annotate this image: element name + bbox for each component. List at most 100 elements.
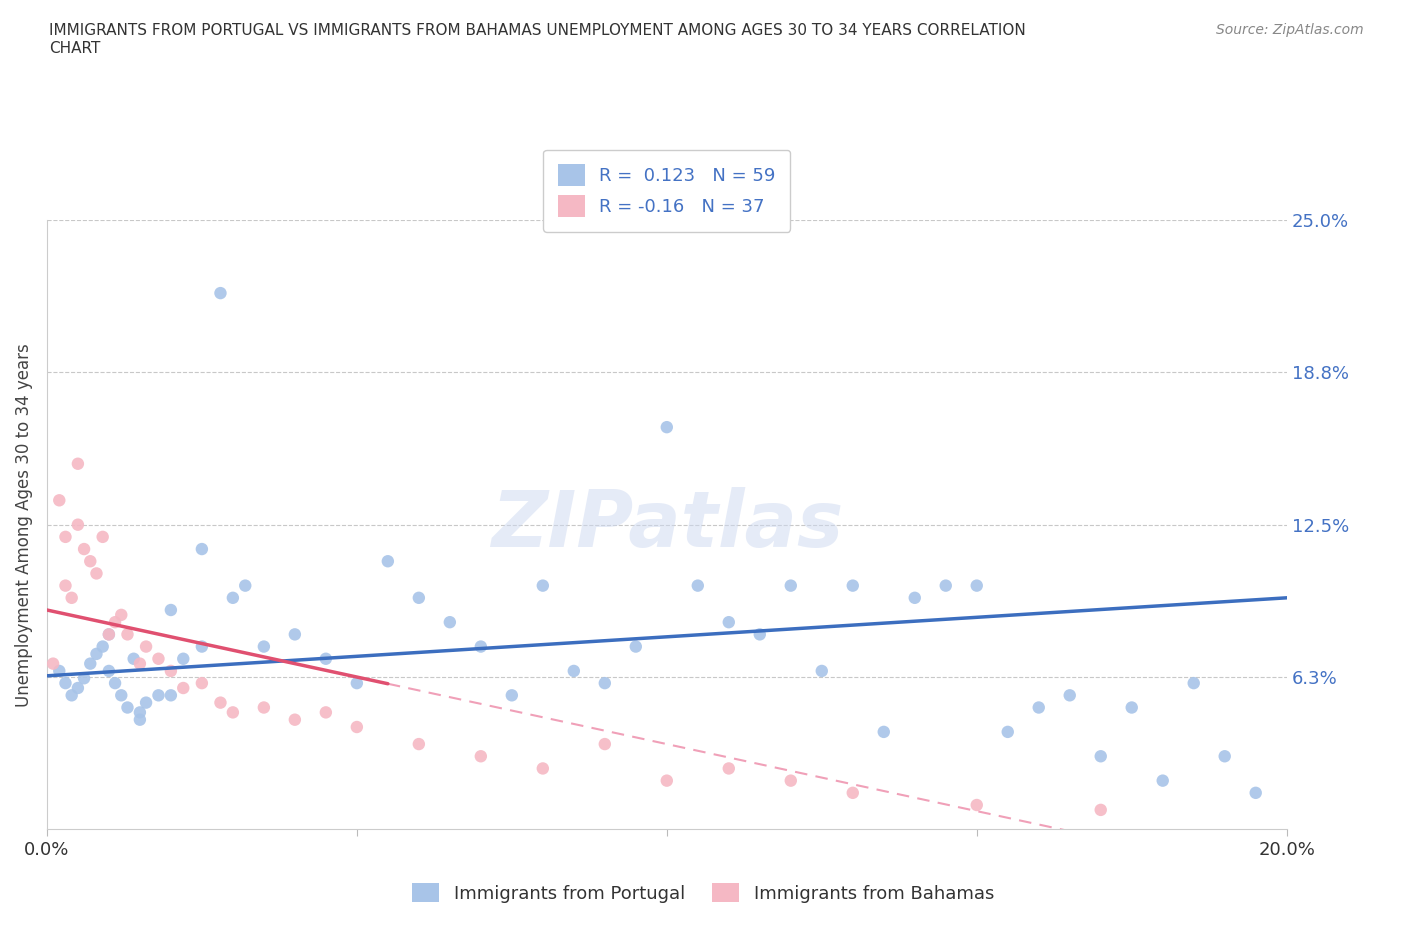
- Point: [104, 676, 127, 691]
- Legend: R =  0.123   N = 59, R = -0.16   N = 37: R = 0.123 N = 59, R = -0.16 N = 37: [543, 150, 790, 232]
- Point: [531, 578, 554, 593]
- Point: [655, 419, 678, 434]
- Point: [135, 696, 157, 711]
- Point: [172, 651, 194, 666]
- Point: [748, 627, 770, 642]
- Point: [55, 578, 77, 593]
- Point: [73, 671, 96, 685]
- Point: [48, 493, 70, 508]
- Point: [172, 681, 194, 696]
- Point: [160, 663, 183, 678]
- Point: [60, 591, 83, 605]
- Point: [873, 724, 896, 739]
- Point: [966, 578, 988, 593]
- Point: [593, 676, 616, 691]
- Text: IMMIGRANTS FROM PORTUGAL VS IMMIGRANTS FROM BAHAMAS UNEMPLOYMENT AMONG AGES 30 T: IMMIGRANTS FROM PORTUGAL VS IMMIGRANTS F…: [49, 23, 1026, 56]
- Point: [717, 615, 740, 630]
- Point: [160, 688, 183, 703]
- Point: [86, 646, 108, 661]
- Y-axis label: Unemployment Among Ages 30 to 34 years: Unemployment Among Ages 30 to 34 years: [15, 343, 32, 707]
- Point: [148, 651, 170, 666]
- Point: [346, 676, 368, 691]
- Point: [73, 541, 96, 556]
- Text: Source: ZipAtlas.com: Source: ZipAtlas.com: [1216, 23, 1364, 37]
- Point: [377, 553, 399, 568]
- Point: [501, 688, 523, 703]
- Point: [439, 615, 461, 630]
- Point: [66, 457, 89, 472]
- Point: [1182, 676, 1205, 691]
- Point: [191, 676, 214, 691]
- Point: [1244, 786, 1267, 801]
- Point: [66, 517, 89, 532]
- Point: [1090, 749, 1112, 764]
- Point: [655, 773, 678, 788]
- Point: [128, 712, 150, 727]
- Point: [222, 591, 245, 605]
- Point: [1028, 700, 1050, 715]
- Point: [191, 639, 214, 654]
- Point: [842, 578, 865, 593]
- Point: [470, 639, 492, 654]
- Point: [966, 798, 988, 813]
- Point: [408, 591, 430, 605]
- Point: [128, 657, 150, 671]
- Point: [284, 712, 307, 727]
- Point: [117, 627, 139, 642]
- Legend: Immigrants from Portugal, Immigrants from Bahamas: Immigrants from Portugal, Immigrants fro…: [404, 874, 1002, 911]
- Point: [233, 578, 256, 593]
- Point: [117, 700, 139, 715]
- Point: [110, 607, 132, 622]
- Point: [91, 639, 114, 654]
- Point: [935, 578, 957, 593]
- Point: [91, 529, 114, 544]
- Point: [48, 663, 70, 678]
- Point: [717, 761, 740, 776]
- Point: [997, 724, 1019, 739]
- Point: [470, 749, 492, 764]
- Point: [562, 663, 585, 678]
- Point: [122, 651, 145, 666]
- Point: [97, 627, 120, 642]
- Point: [686, 578, 709, 593]
- Point: [315, 705, 337, 720]
- Point: [904, 591, 927, 605]
- Point: [128, 705, 150, 720]
- Point: [66, 681, 89, 696]
- Point: [346, 720, 368, 735]
- Point: [593, 737, 616, 751]
- Point: [55, 529, 77, 544]
- Point: [1059, 688, 1081, 703]
- Point: [42, 657, 65, 671]
- Point: [779, 578, 801, 593]
- Point: [86, 566, 108, 581]
- Point: [160, 603, 183, 618]
- Point: [1090, 803, 1112, 817]
- Point: [209, 696, 232, 711]
- Point: [779, 773, 801, 788]
- Point: [842, 786, 865, 801]
- Point: [222, 705, 245, 720]
- Text: ZIPatlas: ZIPatlas: [491, 486, 844, 563]
- Point: [408, 737, 430, 751]
- Point: [1213, 749, 1236, 764]
- Point: [209, 286, 232, 300]
- Point: [191, 541, 214, 556]
- Point: [624, 639, 647, 654]
- Point: [55, 676, 77, 691]
- Point: [284, 627, 307, 642]
- Point: [315, 651, 337, 666]
- Point: [1152, 773, 1174, 788]
- Point: [97, 627, 120, 642]
- Point: [79, 657, 101, 671]
- Point: [110, 688, 132, 703]
- Point: [60, 688, 83, 703]
- Point: [104, 615, 127, 630]
- Point: [135, 639, 157, 654]
- Point: [1121, 700, 1143, 715]
- Point: [79, 553, 101, 568]
- Point: [531, 761, 554, 776]
- Point: [253, 639, 276, 654]
- Point: [148, 688, 170, 703]
- Point: [253, 700, 276, 715]
